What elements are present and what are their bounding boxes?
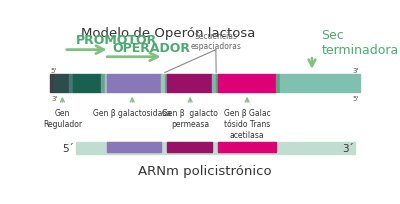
Text: 5´: 5´ xyxy=(62,143,74,153)
Bar xyxy=(107,75,161,93)
Text: ARNm policistrónico: ARNm policistrónico xyxy=(138,164,272,177)
Text: Gen β Galac
tósido Trans
acetilasa: Gen β Galac tósido Trans acetilasa xyxy=(224,109,270,140)
Text: Gen β  galacto
permeasa: Gen β galacto permeasa xyxy=(162,109,218,129)
Bar xyxy=(76,142,355,154)
Bar xyxy=(218,75,276,93)
Bar xyxy=(69,75,73,93)
Text: 3´: 3´ xyxy=(342,143,354,153)
Text: PROMOTOR: PROMOTOR xyxy=(76,34,158,47)
Bar xyxy=(216,75,218,93)
Bar xyxy=(218,142,276,153)
Text: 3': 3' xyxy=(51,96,57,102)
Bar xyxy=(107,142,161,153)
Text: 5': 5' xyxy=(51,67,57,73)
Bar xyxy=(50,75,54,93)
Text: Modelo de Operón lactosa: Modelo de Operón lactosa xyxy=(81,27,255,40)
Text: OPERADOR: OPERADOR xyxy=(112,42,190,55)
Text: Secuencias
espaciadoras: Secuencias espaciadoras xyxy=(190,32,241,51)
Bar xyxy=(276,75,280,93)
Text: 5': 5' xyxy=(353,96,359,102)
Bar xyxy=(166,75,212,93)
Bar xyxy=(165,75,166,93)
Text: Sec
terminadora: Sec terminadora xyxy=(321,29,398,57)
Bar xyxy=(54,75,69,93)
Bar xyxy=(73,75,101,93)
Bar xyxy=(280,75,360,93)
Bar xyxy=(101,75,105,93)
Bar xyxy=(212,75,216,93)
Bar xyxy=(166,142,212,153)
Text: 3': 3' xyxy=(353,67,359,73)
Text: Gen
Regulador: Gen Regulador xyxy=(43,109,82,129)
Bar xyxy=(161,75,165,93)
Text: Gen β galactosidasa: Gen β galactosidasa xyxy=(93,109,171,118)
Bar xyxy=(105,75,107,93)
